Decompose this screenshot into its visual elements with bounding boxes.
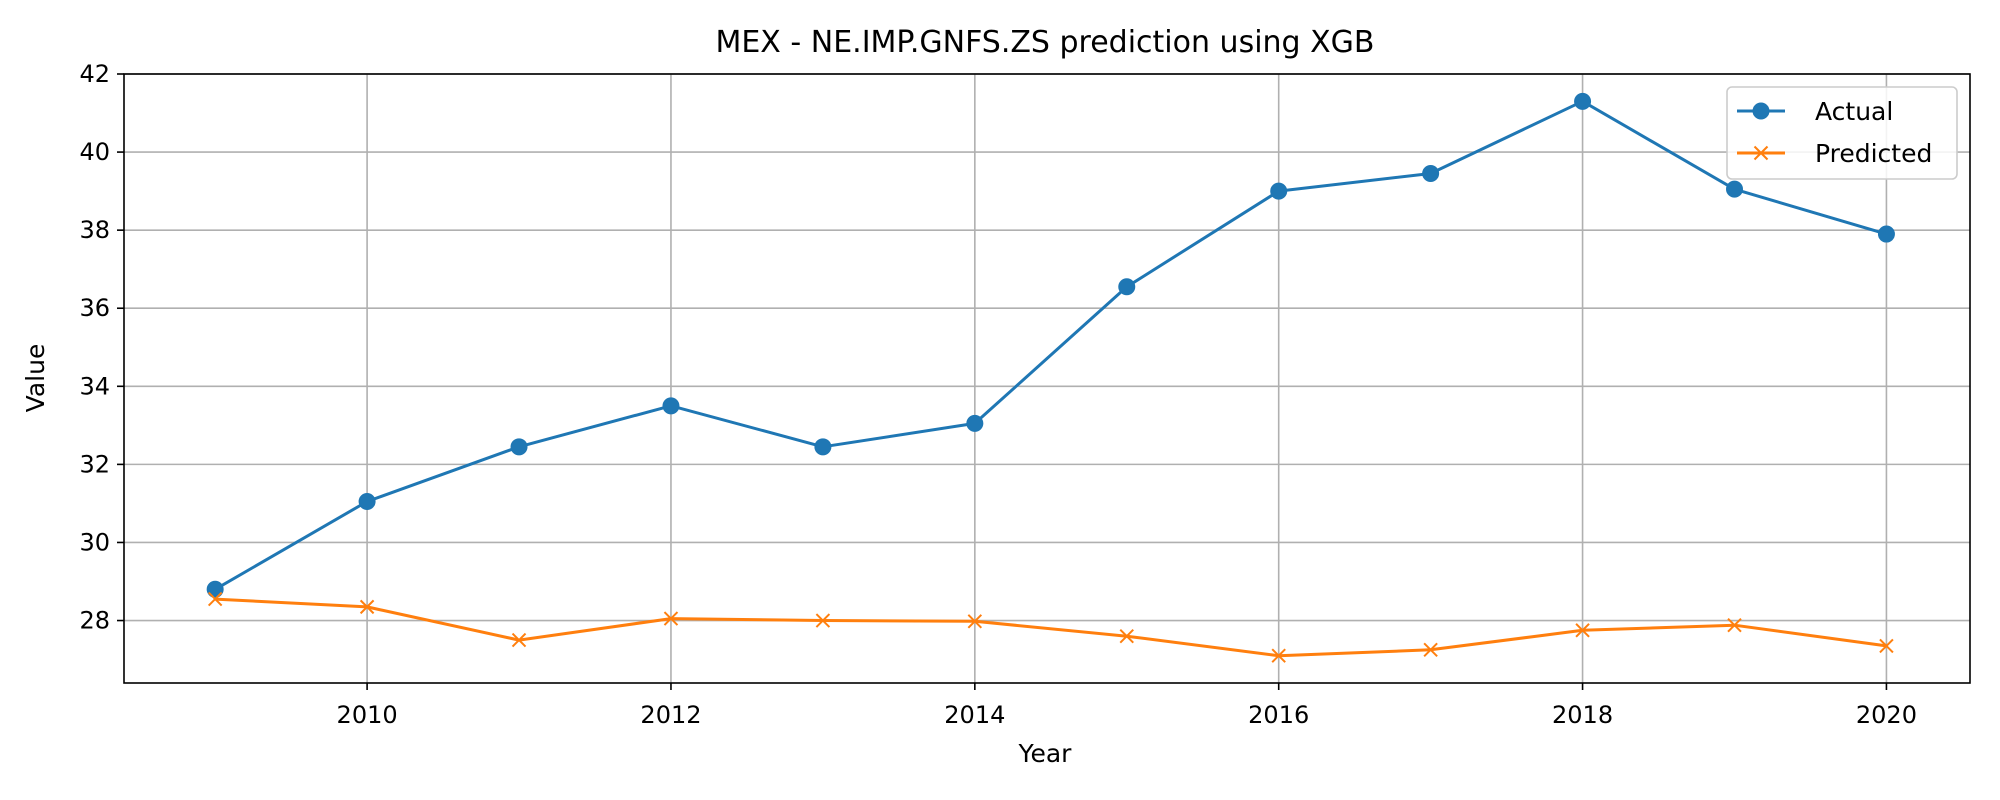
predicted-point — [967, 614, 983, 629]
x-tick-label: 2014 — [944, 701, 1005, 729]
tick-layer: 2010 2012 2014 2016 2018 2020 28 30 32 34 36 38 40 42 — [79, 60, 1917, 729]
legend-item-predicted: Predicted — [1737, 139, 1932, 168]
series-actual — [206, 92, 1895, 598]
predicted-point — [1879, 638, 1894, 654]
actual-point — [206, 580, 224, 598]
series-predicted — [207, 591, 1894, 663]
predicted-point — [663, 611, 679, 626]
predicted-point-stroke — [1119, 628, 1134, 644]
legend-predicted-marker-stroke — [1753, 145, 1769, 161]
predicted-point — [1575, 623, 1590, 638]
legend-predicted-label: Predicted — [1815, 139, 1932, 168]
y-tick-label: 28 — [79, 607, 110, 635]
predicted-point — [1423, 642, 1438, 658]
y-axis-label: Value — [21, 344, 50, 413]
legend-predicted-marker — [1753, 145, 1769, 161]
y-tick-label: 34 — [79, 372, 110, 400]
actual-point — [1877, 225, 1895, 243]
actual-point — [1726, 180, 1744, 198]
predicted-point-stroke — [1575, 623, 1590, 638]
actual-point — [662, 397, 680, 415]
predicted-point-stroke — [1423, 642, 1438, 658]
x-tick-label: 2018 — [1552, 701, 1613, 729]
y-tick-label: 38 — [79, 216, 110, 244]
x-tick-label: 2020 — [1856, 701, 1917, 729]
predicted-point — [1271, 648, 1286, 663]
predicted-point-stroke — [967, 614, 983, 629]
actual-point — [1574, 92, 1592, 110]
legend: Actual Predicted — [1726, 86, 1958, 180]
predicted-line — [215, 597, 1887, 658]
actual-line — [214, 99, 1887, 591]
x-tick-label: 2016 — [1248, 701, 1309, 729]
predicted-point — [815, 613, 831, 628]
actual-point — [1422, 165, 1440, 183]
predicted-point — [207, 591, 223, 607]
predicted-point — [359, 599, 375, 615]
actual-point — [1118, 278, 1136, 296]
predicted-point-stroke — [511, 632, 527, 648]
chart-title: MEX - NE.IMP.GNFS.ZS prediction using XG… — [715, 25, 1374, 60]
actual-point — [966, 414, 984, 432]
predicted-point — [1119, 628, 1134, 644]
x-tick-label: 2010 — [337, 701, 398, 729]
legend-actual-label: Actual — [1815, 97, 1893, 126]
actual-point — [358, 492, 376, 510]
predicted-point-stroke — [1727, 618, 1742, 633]
legend-item-actual: Actual — [1737, 97, 1893, 126]
predicted-point-stroke — [359, 599, 375, 615]
predicted-point-stroke — [815, 613, 831, 628]
actual-point — [510, 438, 528, 456]
predicted-point-stroke — [1271, 648, 1286, 663]
y-tick-label: 30 — [79, 528, 110, 556]
series-layer — [206, 92, 1895, 663]
predicted-point — [511, 632, 527, 648]
predicted-point — [1727, 618, 1742, 633]
actual-point — [1270, 182, 1288, 200]
x-axis-label: Year — [1018, 739, 1073, 768]
actual-point — [814, 438, 832, 456]
predicted-point-stroke — [663, 611, 679, 626]
predicted-point-stroke — [1879, 638, 1894, 654]
y-tick-label: 32 — [79, 450, 110, 478]
y-tick-label: 42 — [79, 60, 110, 88]
predicted-point-stroke — [207, 591, 223, 607]
y-tick-label: 36 — [79, 294, 110, 322]
plot-frame — [123, 73, 1971, 684]
x-tick-label: 2012 — [640, 701, 701, 729]
y-tick-label: 40 — [79, 138, 110, 166]
legend-actual-marker — [1752, 102, 1770, 120]
